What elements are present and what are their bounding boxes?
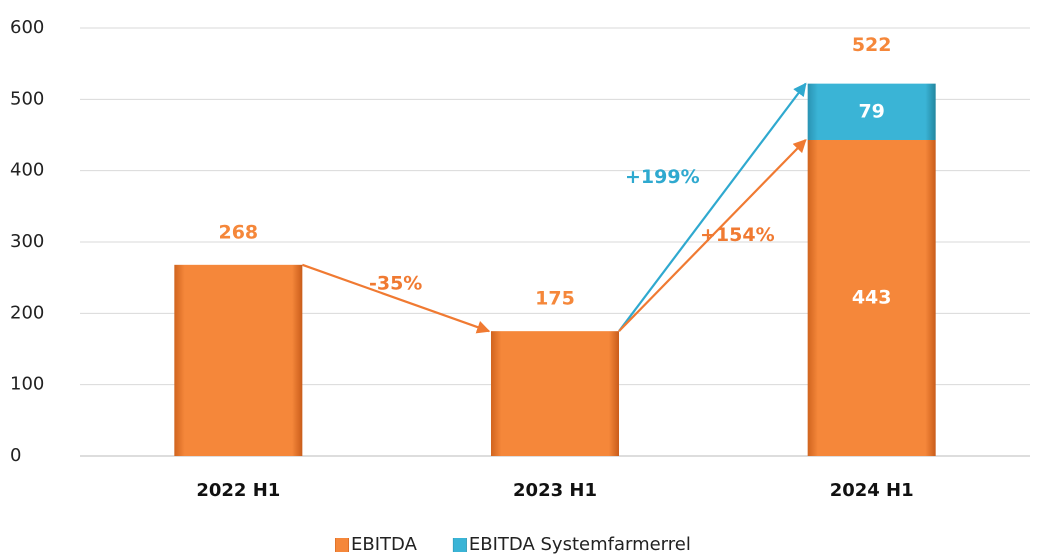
annotation: +154% <box>700 224 775 246</box>
y-tick-label: 300 <box>10 231 44 252</box>
data-label: 268 <box>218 221 258 243</box>
y-tick-label: 0 <box>10 445 21 466</box>
data-label: 175 <box>535 288 575 310</box>
x-tick-label: 2022 H1 <box>196 480 280 501</box>
y-tick-label: 200 <box>10 302 44 323</box>
data-label: 79 <box>858 100 884 122</box>
annotation: -35% <box>369 272 422 294</box>
bar-segment <box>807 139 936 456</box>
y-tick-label: 400 <box>10 160 44 181</box>
y-tick-label: 600 <box>10 17 44 38</box>
x-tick-label: 2024 H1 <box>830 480 914 501</box>
arrow <box>618 139 807 332</box>
legend-swatch <box>335 538 349 552</box>
legend-label: EBITDA Systemfarmerrel <box>469 534 691 555</box>
bar-segment <box>807 83 936 140</box>
x-tick-label: 2023 H1 <box>513 480 597 501</box>
y-tick-label: 100 <box>10 374 44 395</box>
y-tick-label: 500 <box>10 88 44 109</box>
legend-label: EBITDA <box>351 534 418 555</box>
arrow <box>301 263 491 334</box>
arrow <box>618 82 807 332</box>
total-label: 522 <box>852 34 892 56</box>
legend-swatch <box>452 538 467 552</box>
bar-segment <box>491 331 619 456</box>
data-label: 443 <box>852 286 892 308</box>
annotation: +199% <box>625 166 700 188</box>
bar-segment <box>174 264 303 456</box>
